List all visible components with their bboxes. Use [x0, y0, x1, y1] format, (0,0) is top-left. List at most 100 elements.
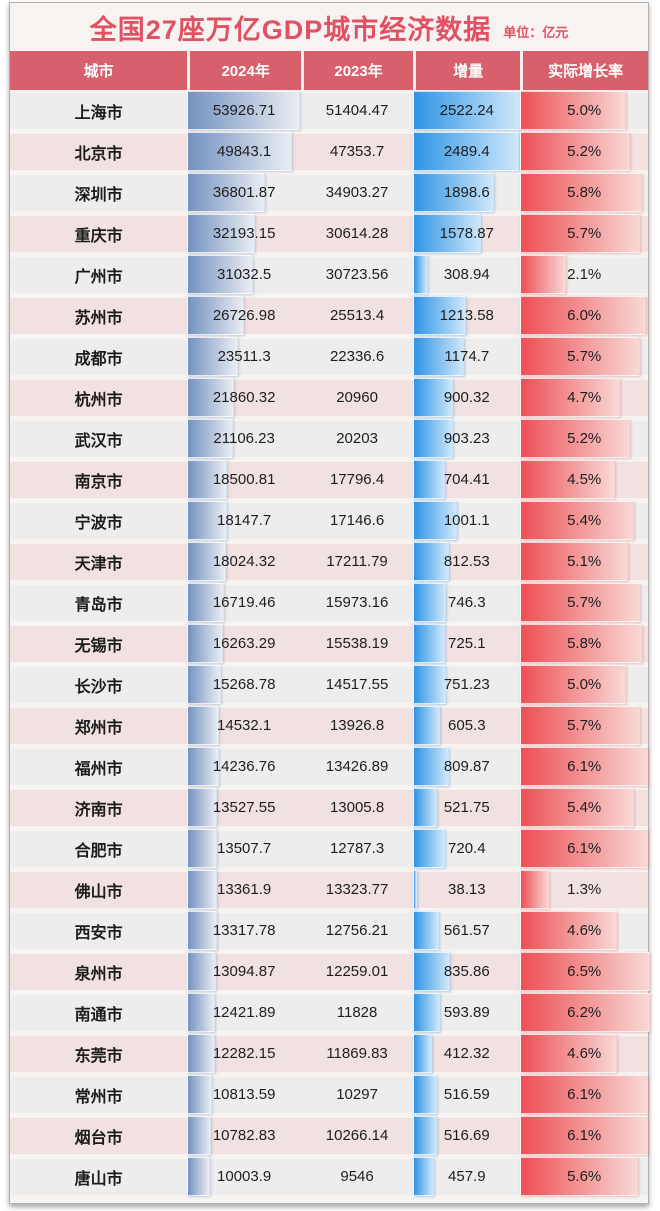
city-cell: 西安市 — [10, 910, 187, 951]
delta-bar — [413, 993, 440, 1032]
growth-rate-value: 4.5% — [567, 471, 602, 488]
gdp-2024-bar — [187, 788, 218, 827]
gdp-2024-value: 10003.9 — [217, 1168, 272, 1185]
gdp-2023-value: 30723.56 — [325, 266, 389, 283]
gdp-2023-value: 20960 — [336, 389, 378, 406]
delta-value: 1213.58 — [439, 307, 494, 324]
delta-value: 1898.6 — [443, 184, 490, 201]
growth-rate-bar — [520, 624, 643, 663]
city-name: 深圳市 — [74, 186, 123, 204]
gdp-2024-value: 13361.9 — [217, 881, 272, 898]
gdp-2024-bar — [187, 952, 217, 991]
growth-rate-cell: 5.7% — [520, 213, 648, 254]
growth-rate-value: 5.7% — [567, 594, 602, 611]
delta-value: 1578.87 — [439, 225, 494, 242]
growth-rate-value: 5.8% — [567, 635, 602, 652]
growth-rate-cell: 4.6% — [520, 1033, 648, 1074]
city-cell: 唐山市 — [10, 1156, 187, 1197]
delta-bar — [413, 1034, 433, 1073]
delta-cell: 835.86 — [413, 951, 520, 992]
gdp-2024-cell: 18024.32 — [187, 541, 301, 582]
city-cell: 青岛市 — [10, 582, 187, 623]
gdp-2024-value: 12282.15 — [212, 1045, 276, 1062]
city-cell: 常州市 — [10, 1074, 187, 1115]
growth-rate-cell: 5.2% — [520, 418, 648, 459]
gdp-2024-bar — [187, 583, 224, 622]
delta-bar — [413, 1116, 437, 1155]
delta-bar — [413, 788, 437, 827]
delta-bar — [413, 952, 450, 991]
gdp-2024-value: 21106.23 — [213, 430, 275, 447]
table-row: 无锡市 16263.29 15538.19 725.1 5.8% — [10, 623, 648, 664]
delta-value: 516.59 — [443, 1086, 490, 1103]
delta-bar — [413, 296, 466, 335]
table-row: 杭州市 21860.32 20960 900.32 4.7% — [10, 377, 648, 418]
gdp-2024-bar — [187, 296, 245, 335]
growth-rate-cell: 6.1% — [520, 1074, 649, 1115]
gdp-2023-cell: 51404.47 — [301, 90, 413, 131]
unit-label: 单位：亿元 — [503, 24, 569, 40]
gdp-2023-cell: 10266.14 — [301, 1115, 413, 1156]
growth-rate-value: 6.5% — [567, 963, 602, 980]
gdp-2024-value: 23511.3 — [217, 348, 271, 365]
delta-cell: 308.94 — [413, 254, 520, 295]
growth-rate-bar — [520, 378, 620, 417]
delta-cell: 704.41 — [413, 459, 520, 500]
gdp-2023-value: 11828 — [336, 1004, 378, 1021]
gdp-2023-cell: 20203 — [301, 418, 413, 459]
gdp-2024-cell: 16719.46 — [187, 582, 301, 623]
gdp-2024-bar — [187, 91, 301, 130]
gdp-2023-cell: 12259.01 — [301, 951, 413, 992]
city-name: 宁波市 — [74, 514, 123, 532]
growth-rate-cell: 6.1% — [520, 828, 649, 869]
gdp-2023-cell: 47353.7 — [301, 131, 413, 172]
table-row: 常州市 10813.59 10297 516.59 6.1% — [10, 1074, 649, 1115]
city-cell: 长沙市 — [10, 664, 187, 705]
table-row: 福州市 14236.76 13426.89 809.87 6.1% — [10, 746, 649, 787]
gdp-2023-value: 10266.14 — [325, 1127, 389, 1144]
column-header-2024: 2024年 — [187, 51, 301, 90]
growth-rate-cell: 1.3% — [520, 869, 648, 910]
city-cell: 北京市 — [10, 131, 187, 172]
gdp-2024-bar — [187, 911, 217, 950]
growth-rate-bar — [520, 214, 641, 253]
delta-value: 746.3 — [448, 594, 486, 611]
city-name: 天津市 — [74, 555, 123, 573]
gdp-2024-value: 14532.1 — [217, 717, 272, 734]
delta-cell: 746.3 — [413, 582, 520, 623]
table-row: 深圳市 36801.87 34903.27 1898.6 5.8% — [10, 172, 648, 213]
city-name: 南通市 — [74, 1006, 123, 1024]
growth-rate-bar — [520, 870, 550, 909]
gdp-2024-bar — [187, 1034, 215, 1073]
gdp-2023-value: 13926.8 — [329, 717, 385, 734]
city-name: 南京市 — [74, 473, 123, 491]
gdp-2024-value: 13527.55 — [212, 799, 276, 816]
growth-rate-value: 6.0% — [567, 307, 602, 324]
city-cell: 泉州市 — [10, 951, 187, 992]
gdp-2024-cell: 13317.78 — [187, 910, 301, 951]
growth-rate-value: 5.7% — [567, 348, 602, 365]
gdp-2023-cell: 13926.8 — [301, 705, 413, 746]
gdp-2024-cell: 14236.76 — [187, 746, 301, 787]
delta-value: 412.32 — [443, 1045, 490, 1062]
city-name: 苏州市 — [74, 309, 123, 327]
gdp-2024-bar — [187, 706, 220, 745]
growth-rate-value: 5.2% — [567, 143, 602, 160]
delta-cell: 809.87 — [413, 746, 520, 787]
growth-rate-bar — [520, 1116, 649, 1155]
gdp-2023-value: 30614.28 — [325, 225, 389, 242]
city-cell: 郑州市 — [10, 705, 187, 746]
gdp-2024-value: 49843.1 — [217, 143, 272, 160]
column-header-delta: 增量 — [413, 51, 521, 90]
gdp-2023-value: 14517.55 — [325, 676, 389, 693]
gdp-2023-value: 20203 — [336, 430, 378, 447]
city-cell: 东莞市 — [10, 1033, 187, 1074]
delta-value: 720.4 — [448, 840, 486, 857]
city-cell: 杭州市 — [10, 377, 187, 418]
gdp-2024-bar — [187, 419, 233, 458]
growth-rate-cell: 5.8% — [520, 623, 648, 664]
growth-rate-cell: 6.1% — [520, 1115, 649, 1156]
gdp-2024-cell: 18500.81 — [187, 459, 301, 500]
delta-bar — [413, 624, 446, 663]
gdp-2024-value: 10782.83 — [212, 1127, 276, 1144]
